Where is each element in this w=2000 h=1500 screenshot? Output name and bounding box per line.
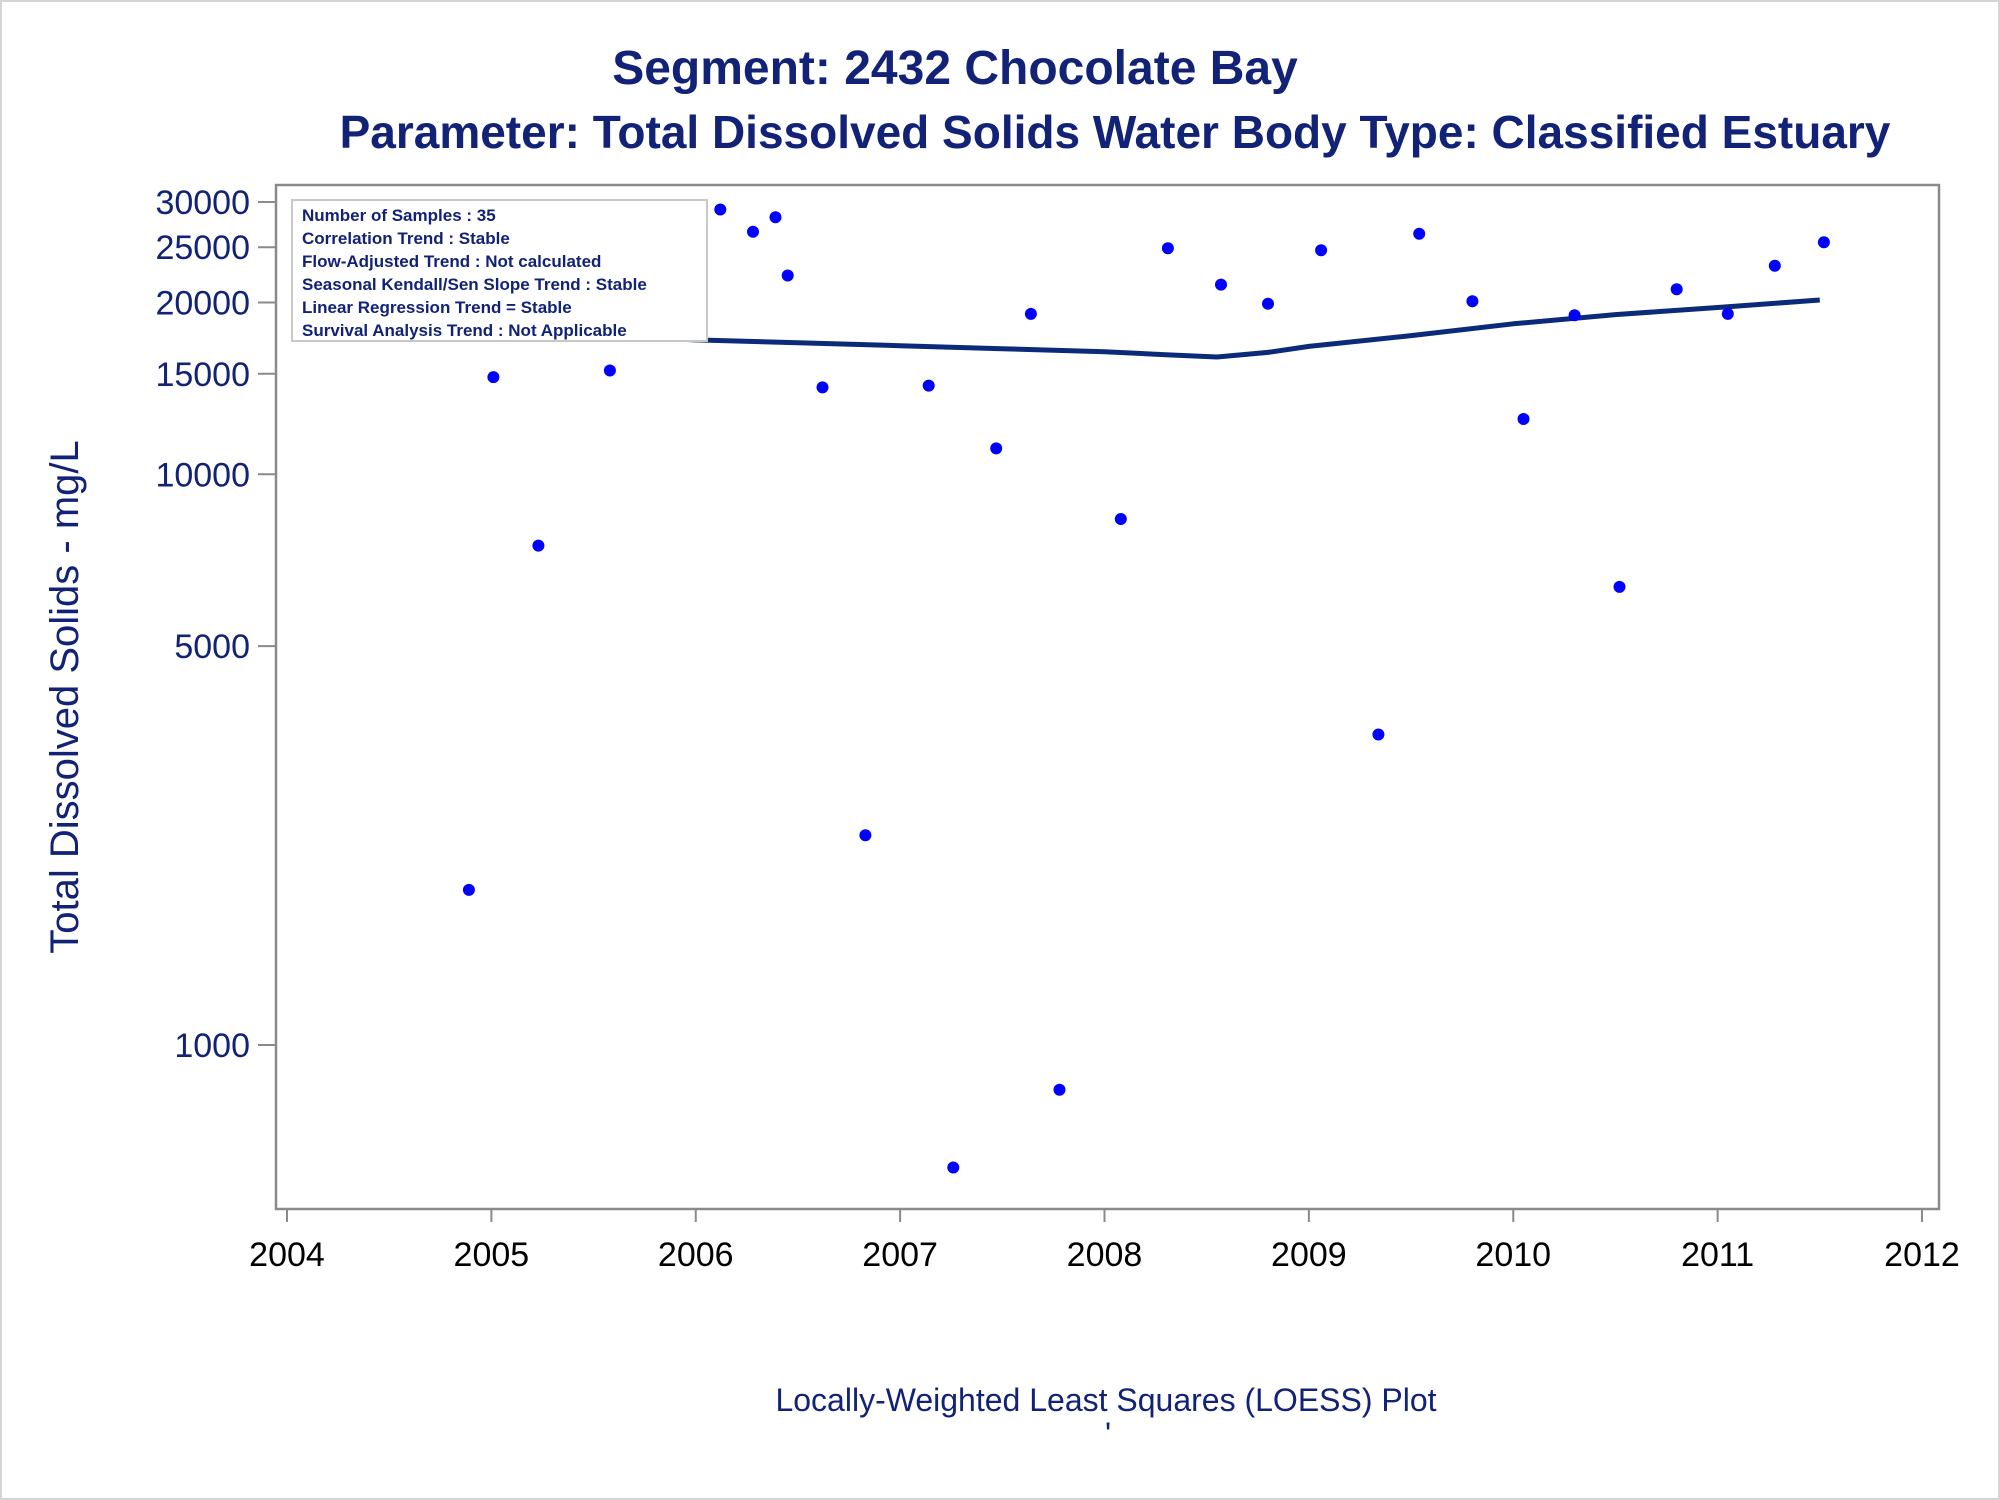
data-point [1613,580,1626,593]
data-point [922,379,935,392]
data-point [1517,413,1530,425]
y-tick-label: 25000 [155,229,250,267]
y-axis-label: Total Dissolved Solids - mg/L [43,440,87,954]
x-tick-label: 2010 [1475,1236,1551,1274]
x-tick-label: 2007 [862,1236,938,1274]
chart-subtitle: Parameter: Total Dissolved Solids Water … [340,106,1891,158]
x-tick-label: 2005 [454,1236,530,1274]
y-tick-label: 15000 [155,356,250,394]
chart-title: Segment: 2432 Chocolate Bay [612,42,1298,95]
data-point [714,203,727,216]
x-axis: 2004 2005 2006 2007 2008 2009 2010 2011 2012 [249,1209,1960,1274]
footnote: Locally-Weighted Least Squares (LOESS) P… [775,1382,1436,1418]
data-point [781,269,794,282]
data-point [1161,242,1174,255]
stats-line-samples: Number of Samples : 35 [302,206,496,225]
footnote-mark: ' [1105,1416,1111,1452]
y-tick-label: 1000 [174,1027,250,1065]
x-tick-label: 2008 [1067,1236,1143,1274]
data-point [1372,728,1385,741]
stats-box-border [291,199,708,342]
data-point [1413,227,1426,240]
data-point [816,381,829,394]
y-axis: 30000 25000 20000 15000 10000 5000 1000 [155,184,276,1065]
y-tick-label: 10000 [155,456,250,494]
stats-line-linear-regression: Linear Regression Trend = Stable [302,298,572,317]
data-point [1568,309,1581,322]
data-point [487,371,500,384]
data-point [1114,513,1127,525]
data-point [1024,307,1037,320]
data-point [990,442,1003,455]
data-point [859,829,872,842]
y-tick-label: 30000 [155,184,250,222]
x-tick-label: 2011 [1681,1236,1754,1274]
data-point [1262,297,1274,310]
stats-line-correlation: Correlation Trend : Stable [302,229,510,248]
data-point [1315,244,1328,257]
data-point [1215,278,1227,291]
x-tick-label: 2006 [658,1236,734,1274]
plot-area-frame [274,183,1941,1211]
x-tick-label: 2009 [1271,1236,1347,1274]
data-point [947,1161,960,1174]
data-points [434,203,1830,1174]
stats-line-seasonal-kendall: Seasonal Kendall/Sen Slope Trend : Stabl… [302,275,647,294]
x-tick-label: 2004 [249,1236,325,1274]
data-point [1817,236,1830,249]
y-tick-label: 5000 [174,628,250,666]
stats-line-survival: Survival Analysis Trend : Not Applicable [302,321,627,340]
stats-line-flow-adjusted: Flow-Adjusted Trend : Not calculated [302,252,601,271]
stats-box: Number of Samples : 35 Correlation Trend… [291,199,708,342]
data-point [462,883,475,896]
data-point [1670,283,1683,296]
data-point [1053,1083,1066,1096]
x-tick-label: 2012 [1884,1236,1960,1274]
data-point [1466,295,1479,308]
data-point [532,539,545,552]
data-point [769,211,782,224]
y-tick-label: 20000 [155,284,250,322]
data-point [1768,259,1781,272]
data-point [1721,307,1734,320]
data-point [603,364,616,377]
data-point [747,225,759,238]
